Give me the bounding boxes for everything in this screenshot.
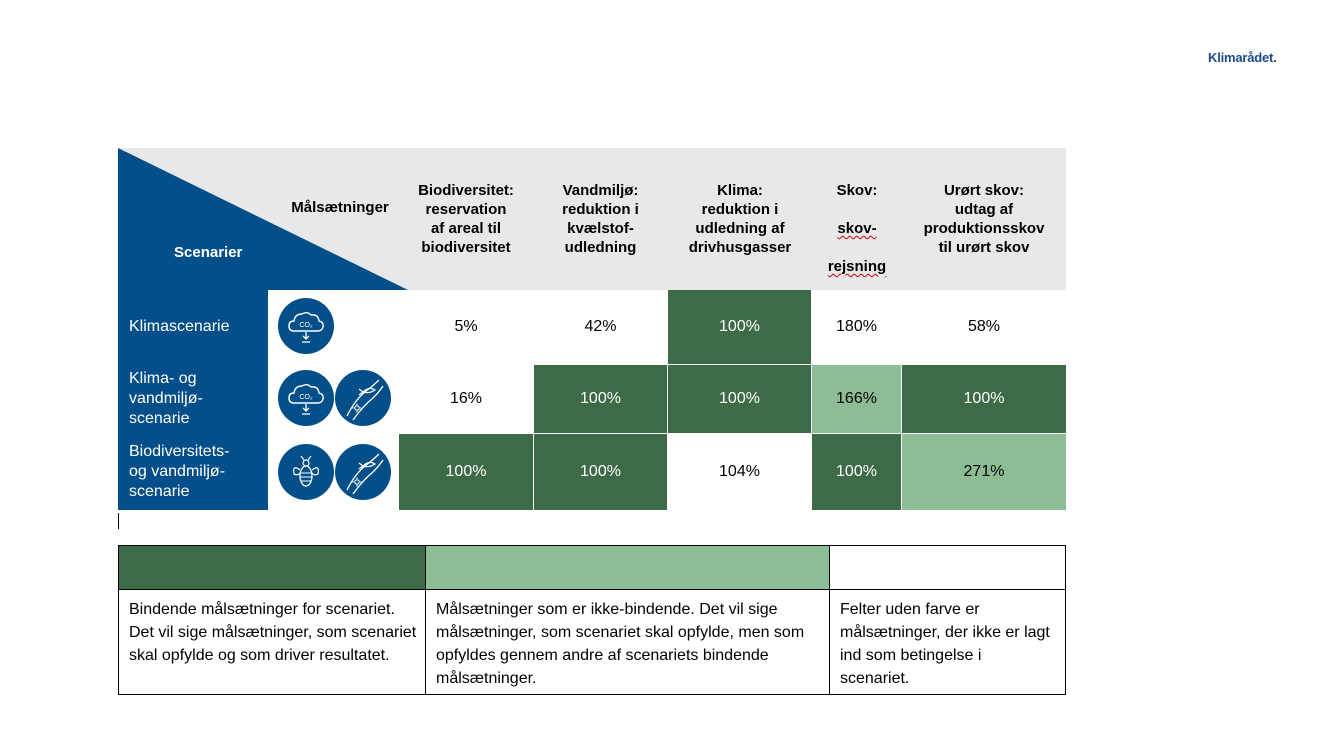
cell-r1-c1: 5% (399, 290, 533, 364)
row-icons-climate-scenario: CO₂ (265, 290, 398, 364)
legend-swatch-binding (119, 546, 426, 589)
co2-cloud-icon: CO₂ (278, 370, 334, 426)
scenario-target-matrix: Scenarier Målsætninger Biodiversitet: re… (118, 148, 1066, 510)
bee-icon (278, 444, 334, 500)
column-header-climate: Klima: reduktion i udledning af drivhusg… (688, 182, 792, 256)
legend-text-none: Felter uden farve er målsætninger, der i… (840, 601, 1050, 687)
cell-r3-c5: 271% (902, 434, 1066, 510)
legend-swatch-non-binding (426, 546, 830, 589)
row-label-climate-water-scenario: Klima- og vandmiljø- scenarie (118, 364, 265, 434)
corner-scenarios-label: Scenarier (174, 244, 243, 261)
brand-logo-text: Klimarådet. (1208, 50, 1277, 65)
fish-water-icon (335, 370, 391, 426)
cell-r1-c4: 180% (812, 290, 901, 364)
column-header-afforestation: Skov: skov- rejsning (812, 148, 902, 290)
column-header-water: Vandmiljø: reduktion i kvælstof- udledni… (562, 182, 639, 256)
cell-r3-c1: 100% (399, 434, 533, 510)
fish-water-icon (335, 444, 391, 500)
corner-diagonal-triangle (118, 148, 408, 290)
cell-r1-c3: 100% (668, 290, 811, 364)
cell-r2-c4: 166% (812, 365, 901, 433)
text-cursor-mark (118, 513, 119, 529)
column-header-afforestation-line3: rejsning (827, 258, 887, 275)
row-label-biodiversity-water-scenario: Biodiversitets- og vandmiljø- scenarie (118, 434, 265, 510)
legend-text-binding: Bindende målsætninger for scenariet. Det… (129, 601, 417, 664)
legend-column-divider (829, 546, 830, 694)
cell-r1-c2: 42% (534, 290, 667, 364)
cell-r1-c5: 58% (902, 290, 1066, 364)
row-icons-climate-water-scenario: CO₂ (265, 364, 398, 434)
cell-r2-c1: 16% (399, 365, 533, 433)
cell-r3-c2: 100% (534, 434, 667, 510)
column-header-afforestation-line2: skov- (837, 220, 877, 237)
cell-r3-c4: 100% (812, 434, 901, 510)
svg-text:CO₂: CO₂ (299, 322, 313, 329)
row-icons-biodiversity-water-scenario (265, 434, 398, 510)
cell-r2-c2: 100% (534, 365, 667, 433)
corner-targets-label: Målsætninger (291, 199, 389, 216)
cell-r3-c3: 104% (668, 434, 811, 510)
legend-column-divider (425, 546, 426, 694)
column-header-biodiversity: Biodiversitet: reservation af areal til … (418, 182, 514, 256)
legend-text-non-binding: Målsætninger som er ikke-bindende. Det v… (436, 601, 805, 687)
cell-r2-c5: 100% (902, 365, 1066, 433)
cell-r2-c3: 100% (668, 365, 811, 433)
column-header-afforestation-line1: Skov: (836, 182, 878, 199)
row-label-climate-scenario: Klimascenarie (118, 290, 265, 364)
color-legend: Bindende målsætninger for scenariet. Det… (118, 545, 1066, 695)
legend-divider (119, 589, 1065, 590)
legend-swatch-none (830, 546, 1065, 589)
co2-cloud-icon: CO₂ (278, 298, 334, 354)
column-header-untouched-forest: Urørt skov: udtag af produktionsskov til… (923, 182, 1045, 256)
svg-text:CO₂: CO₂ (299, 394, 313, 401)
